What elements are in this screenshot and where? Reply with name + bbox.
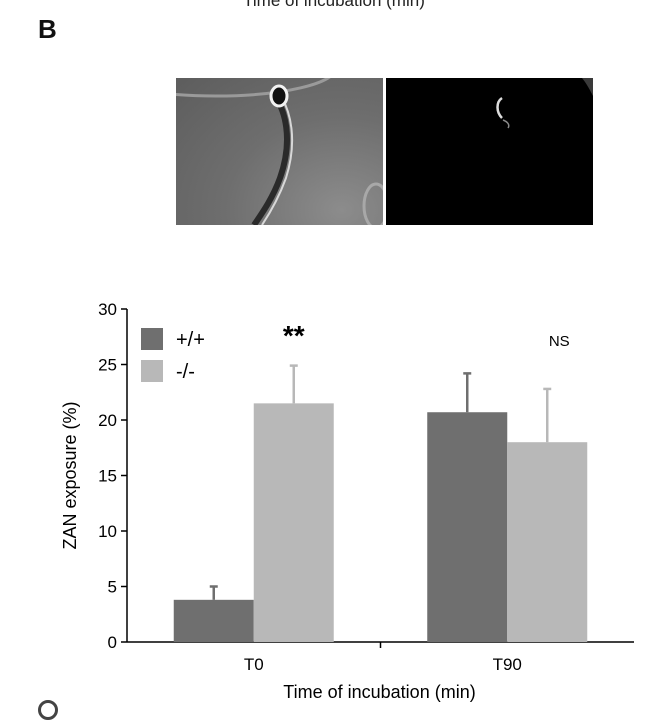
panel-label: B bbox=[38, 14, 57, 44]
y-tick-label: 25 bbox=[98, 356, 117, 375]
y-tick-label: 30 bbox=[98, 300, 117, 319]
bar bbox=[173, 599, 254, 642]
phase-contrast-sperm-icon bbox=[176, 78, 383, 225]
next-panel-label-cut bbox=[38, 700, 58, 720]
bar bbox=[253, 403, 334, 642]
y-tick-label: 10 bbox=[98, 522, 117, 541]
significance-stars: ** bbox=[283, 320, 305, 351]
ns-label: NS bbox=[549, 333, 570, 350]
bar bbox=[427, 412, 508, 642]
cut-off-caption: Time of incubation (min) bbox=[243, 0, 425, 10]
y-tick-label: 15 bbox=[98, 467, 117, 486]
x-tick-label: T0 bbox=[244, 655, 264, 674]
x-axis-title: Time of incubation (min) bbox=[283, 682, 475, 702]
bar bbox=[507, 442, 588, 642]
x-tick-label: T90 bbox=[493, 655, 522, 674]
fluorescence-sperm-icon bbox=[496, 78, 593, 129]
y-tick-label: 20 bbox=[98, 411, 117, 430]
legend-label: -/- bbox=[176, 361, 195, 383]
y-axis-title: ZAN exposure (%) bbox=[60, 401, 80, 549]
phase-contrast-image bbox=[176, 78, 383, 225]
legend-swatch bbox=[141, 360, 163, 382]
legend-label: +/+ bbox=[176, 329, 205, 351]
fluorescence-image bbox=[386, 78, 593, 225]
y-tick-label: 0 bbox=[108, 633, 117, 652]
legend-swatch bbox=[141, 328, 163, 350]
y-tick-label: 5 bbox=[108, 578, 117, 597]
